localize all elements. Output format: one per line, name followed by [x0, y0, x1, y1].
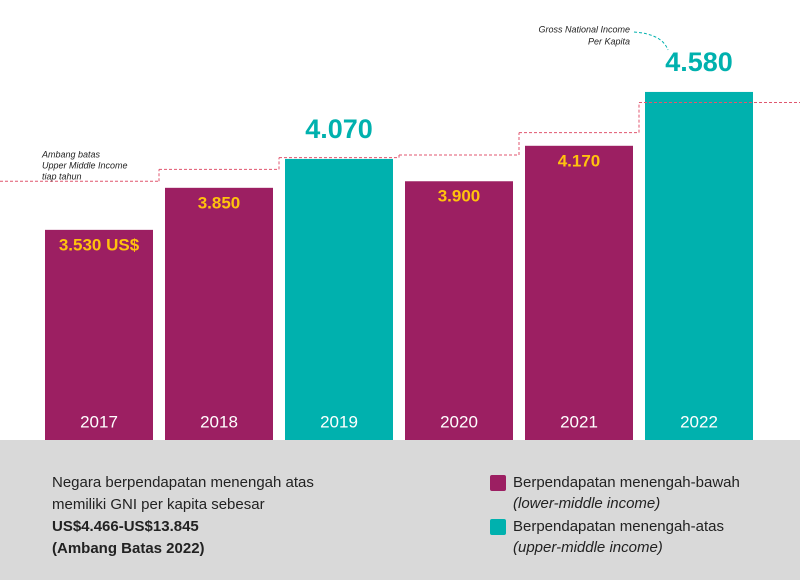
value-label: 4.580 — [665, 47, 733, 77]
threshold-label: Upper Middle Income — [42, 161, 128, 171]
value-label: 3.530 US$ — [59, 235, 140, 254]
bar — [285, 158, 393, 441]
annotation: Gross National Income — [538, 24, 630, 34]
legend-swatch — [490, 519, 506, 535]
legend-label: Berpendapatan menengah-atas — [513, 518, 724, 535]
threshold-label: tiap tahun — [42, 172, 82, 182]
legend-sublabel: (upper-middle income) — [513, 539, 663, 556]
value-label: 4.070 — [305, 114, 373, 144]
legend-label: Berpendapatan menengah-bawah — [513, 474, 740, 491]
legend-swatch — [490, 475, 506, 491]
annotation-connector — [633, 31, 669, 51]
annotation: Per Kapita — [588, 36, 630, 46]
bar — [525, 145, 633, 440]
legend-sublabel: (lower-middle income) — [513, 495, 660, 512]
x-tick-label: 2018 — [200, 412, 238, 431]
x-tick-label: 2021 — [560, 412, 598, 431]
footer-band — [0, 440, 800, 580]
note-line: (Ambang Batas 2022) — [52, 540, 205, 557]
value-label: 3.900 — [438, 187, 481, 206]
bar — [645, 91, 753, 440]
value-label: 3.850 — [198, 193, 241, 212]
value-label: 4.170 — [558, 151, 601, 170]
note-line: memiliki GNI per kapita sebesar — [52, 496, 265, 513]
x-tick-label: 2017 — [80, 412, 118, 431]
x-tick-label: 2020 — [440, 412, 478, 431]
x-tick-label: 2022 — [680, 412, 718, 431]
note-line: US$4.466-US$13.845 — [52, 518, 199, 535]
bar — [45, 229, 153, 440]
threshold-label: Ambang batas — [41, 150, 101, 160]
bar — [405, 181, 513, 441]
note-line: Negara berpendapatan menengah atas — [52, 474, 314, 491]
bar — [165, 187, 273, 440]
x-tick-label: 2019 — [320, 412, 358, 431]
